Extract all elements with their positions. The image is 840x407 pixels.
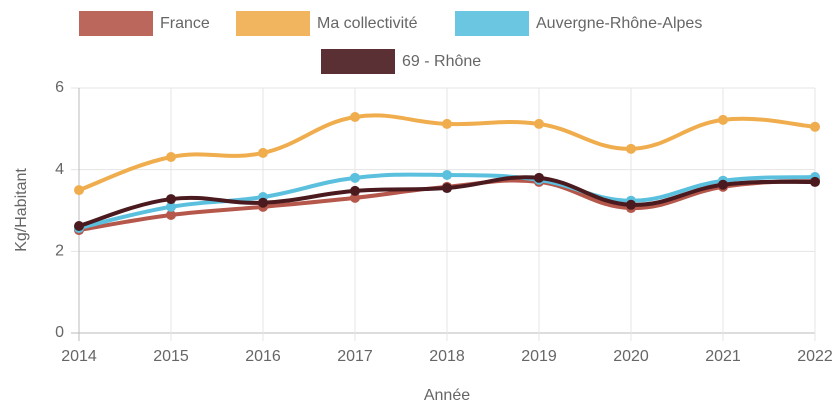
y-tick-label: 4 — [55, 161, 64, 178]
legend-swatch — [321, 49, 395, 74]
point — [74, 221, 84, 232]
x-tick-label: 2022 — [797, 348, 833, 365]
legend-label: France — [160, 15, 210, 32]
legend-label: Ma collectivité — [317, 15, 418, 32]
point — [718, 179, 728, 190]
point — [810, 121, 820, 132]
point — [442, 118, 452, 129]
point — [350, 185, 360, 196]
point — [350, 172, 360, 183]
point — [350, 192, 360, 203]
legend-label: 69 - Rhône — [402, 53, 481, 70]
x-tick-label: 2020 — [613, 348, 649, 365]
point — [166, 194, 176, 205]
x-axis-title: Année — [424, 387, 470, 404]
x-tick-label: 2016 — [245, 348, 281, 365]
point — [626, 199, 636, 210]
y-tick-label: 2 — [55, 243, 64, 260]
point — [442, 183, 452, 194]
legend-swatch — [455, 11, 529, 36]
x-tick-label: 2015 — [153, 348, 189, 365]
point — [810, 176, 820, 187]
legend-swatch — [236, 11, 310, 36]
x-tick-label: 2014 — [61, 348, 97, 365]
point — [534, 172, 544, 183]
y-tick-label: 6 — [55, 79, 64, 96]
legend-label: Auvergne-Rhône-Alpes — [536, 15, 702, 32]
legend-swatch — [79, 11, 153, 36]
point — [442, 169, 452, 180]
y-tick-label: 0 — [55, 324, 64, 341]
x-tick-label: 2021 — [705, 348, 741, 365]
point — [74, 185, 84, 196]
x-tick-label: 2019 — [521, 348, 557, 365]
x-tick-label: 2018 — [429, 348, 465, 365]
x-tick-label: 2017 — [337, 348, 373, 365]
point — [626, 143, 636, 154]
y-axis-title: Kg/Habitant — [13, 168, 30, 252]
point — [350, 111, 360, 122]
point — [258, 147, 268, 158]
point — [718, 114, 728, 125]
point — [166, 201, 176, 212]
point — [166, 152, 176, 163]
point — [166, 209, 176, 220]
point — [534, 118, 544, 129]
point — [258, 197, 268, 208]
